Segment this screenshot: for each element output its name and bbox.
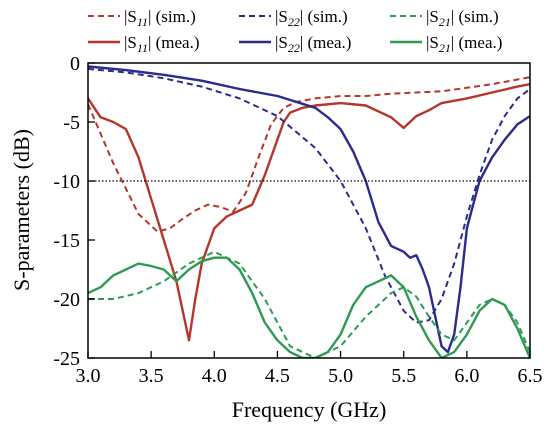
legend-label-subscript: 11 bbox=[137, 41, 148, 55]
legend-item-s21-sim: |S21| (sim.) bbox=[390, 7, 499, 29]
y-tick-label: 0 bbox=[70, 53, 80, 75]
legend-item-s11-mea: |S11| (mea.) bbox=[88, 33, 200, 55]
x-axis-title: Frequency (GHz) bbox=[232, 397, 387, 422]
y-tick-label: -15 bbox=[53, 230, 80, 252]
x-tick-label: 6.5 bbox=[518, 365, 543, 387]
series-line-s21-sim bbox=[88, 250, 530, 358]
legend-label-suffix: | (sim.) bbox=[300, 7, 348, 26]
x-tick-label: 4.5 bbox=[265, 365, 290, 387]
legend-label-subscript: 22 bbox=[288, 15, 300, 29]
legend-item-s22-sim: |S22| (sim.) bbox=[239, 7, 348, 29]
legend-item-s22-mea: |S22| (mea.) bbox=[239, 33, 351, 55]
legend-label-prefix: |S bbox=[426, 33, 439, 52]
y-tick-label: -5 bbox=[63, 112, 80, 134]
legend-label-subscript: 22 bbox=[288, 41, 300, 55]
y-tick-label: -20 bbox=[53, 289, 80, 311]
series-line-s22-mea bbox=[88, 65, 530, 354]
svg-text:|S11| (sim.): |S11| (sim.) bbox=[124, 7, 196, 29]
legend-label-suffix: | (sim.) bbox=[451, 7, 499, 26]
y-tick-label: -25 bbox=[53, 348, 80, 370]
legend-label-suffix: | (sim.) bbox=[148, 7, 196, 26]
x-tick-label: 3.5 bbox=[139, 365, 164, 387]
legend-label-prefix: |S bbox=[275, 7, 288, 26]
legend-label-prefix: |S bbox=[124, 7, 137, 26]
y-tick-label: -10 bbox=[53, 171, 80, 193]
y-axis-title: S-parameters (dB) bbox=[9, 129, 34, 291]
series-line-s22-sim bbox=[88, 67, 530, 324]
legend: |S11| (sim.) |S22| (sim.) |S21| (sim.) |… bbox=[9, 7, 543, 422]
legend-label-suffix: | (mea.) bbox=[148, 33, 200, 52]
legend-label-subscript: 21 bbox=[439, 15, 451, 29]
legend-label-prefix: |S bbox=[124, 33, 137, 52]
series-line-s21-mea bbox=[88, 256, 530, 358]
x-tick-label: 3.0 bbox=[76, 365, 101, 387]
x-tick-label: 6.0 bbox=[454, 365, 479, 387]
x-tick-label: 5.0 bbox=[328, 365, 353, 387]
legend-label-suffix: | (mea.) bbox=[451, 33, 503, 52]
series-line-s11-mea bbox=[88, 83, 530, 342]
legend-label-suffix: | (mea.) bbox=[300, 33, 352, 52]
legend-item-s11-sim: |S11| (sim.) bbox=[88, 7, 196, 29]
legend-item-s21-mea: |S21| (mea.) bbox=[390, 33, 502, 55]
series-layer bbox=[88, 65, 530, 358]
legend-label-subscript: 11 bbox=[137, 15, 148, 29]
svg-text:|S11| (mea.): |S11| (mea.) bbox=[124, 33, 200, 55]
svg-text:|S21| (mea.): |S21| (mea.) bbox=[426, 33, 502, 55]
svg-text:|S21| (sim.): |S21| (sim.) bbox=[426, 7, 499, 29]
plot-frame bbox=[87, 62, 531, 359]
x-tick-label: 5.5 bbox=[391, 365, 416, 387]
legend-label-subscript: 21 bbox=[439, 41, 451, 55]
legend-label-prefix: |S bbox=[426, 7, 439, 26]
axis-ticks: 3.0 3.5 4.0 4.5 5.0 5.5 6.0 6.5 0 -5 -10 -15 -20 -25 bbox=[53, 53, 542, 387]
x-tick-label: 4.0 bbox=[202, 365, 227, 387]
legend-label-prefix: |S bbox=[275, 33, 288, 52]
svg-text:|S22| (mea.): |S22| (mea.) bbox=[275, 33, 351, 55]
svg-text:|S22| (sim.): |S22| (sim.) bbox=[275, 7, 348, 29]
